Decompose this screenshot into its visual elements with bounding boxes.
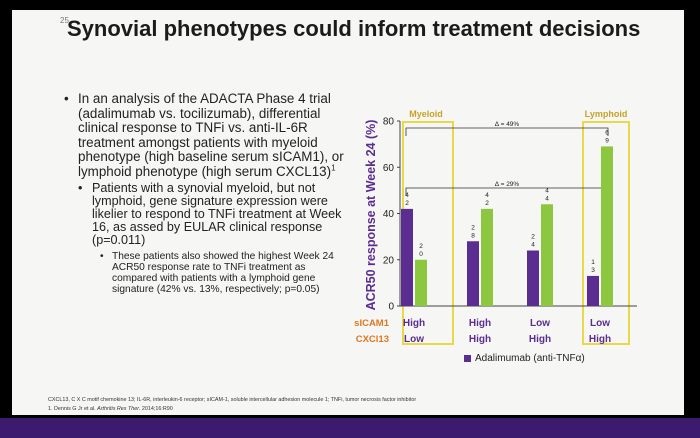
bar-data-label: 2: [405, 200, 409, 207]
group-row-label: sICAM1: [354, 318, 390, 329]
footnote-ref-journal: Arthritis Res Ther.: [97, 406, 141, 412]
y-tick-label: 80: [383, 117, 395, 128]
bullet-level1-text: In an analysis of the ADACTA Phase 4 tri…: [78, 91, 344, 179]
bar-data-label: 2: [531, 234, 535, 241]
slide: 25 Synovial phenotypes could inform trea…: [12, 10, 684, 415]
bar-adalimumab: [467, 241, 479, 306]
reference-marker: 1: [331, 163, 336, 173]
bar-data-label: 4: [545, 187, 549, 194]
bar-series-2: [601, 146, 613, 306]
group-value: High: [403, 318, 425, 329]
bar-adalimumab: [401, 208, 413, 306]
myeloid-label: Myeloid: [409, 109, 443, 119]
bar-data-label: 4: [405, 192, 409, 199]
y-axis-title: ACR50 response at Week 24 (%): [364, 120, 378, 311]
group-value: Low: [404, 334, 424, 345]
bar-adalimumab: [527, 250, 539, 306]
bar-data-label: 2: [485, 200, 489, 207]
footnotes: CXCL13, C X C motif chemokine 13; IL-6R,…: [48, 396, 668, 414]
bar-data-label: 8: [471, 232, 475, 239]
footnote-ref-details: 2014;16:R90: [141, 406, 173, 412]
group-value: High: [529, 334, 551, 345]
y-tick-label: 60: [383, 163, 395, 174]
bar-data-label: 2: [419, 243, 423, 250]
bar-data-label: 2: [471, 224, 475, 231]
group-row-label: CXCl13: [356, 334, 389, 345]
bullet-level3: These patients also showed the highest W…: [100, 251, 349, 295]
legend-label-adalimumab: Adalimumab (anti-TNFα): [475, 353, 585, 364]
footnote-ref-authors: 1. Dennis G Jr et al.: [48, 406, 96, 412]
bar-series-2: [481, 208, 493, 306]
comparison-bracket: [405, 187, 609, 196]
slide-title: Synovial phenotypes could inform treatme…: [67, 16, 641, 41]
bar-data-label: 4: [485, 192, 489, 199]
footnote-abbreviations: CXCL13, C X C motif chemokine 13; IL-6R,…: [48, 397, 417, 403]
bottom-bar: [0, 418, 700, 438]
bar-data-label: 4: [545, 195, 549, 202]
bar-data-label: 6: [605, 129, 609, 136]
bar-data-label: 3: [591, 267, 595, 274]
bar-data-label: 1: [591, 259, 595, 266]
comparison-bracket: [405, 127, 609, 136]
bar-adalimumab: [587, 275, 599, 306]
bar-series-2: [415, 259, 427, 306]
group-value: High: [469, 318, 491, 329]
slide-number: 25: [60, 16, 69, 25]
legend-swatch-adalimumab: [464, 355, 471, 362]
lymphoid-label: Lymphoid: [585, 109, 628, 119]
bullet-list: In an analysis of the ADACTA Phase 4 tri…: [64, 91, 349, 295]
comparison-label: Δ = 29%: [495, 181, 520, 188]
y-tick-label: 0: [388, 302, 394, 313]
y-tick-label: 20: [383, 255, 395, 266]
bullet-level2: Patients with a synovial myeloid, but no…: [78, 181, 349, 248]
bar-data-label: 4: [531, 242, 535, 249]
bar-data-label: 9: [605, 137, 609, 144]
group-value: High: [469, 334, 491, 345]
bullet-level1: In an analysis of the ADACTA Phase 4 tri…: [64, 91, 349, 180]
group-value: Low: [530, 318, 550, 329]
comparison-label: Δ = 49%: [495, 121, 520, 128]
bar-series-2: [541, 204, 553, 306]
bar-data-label: 0: [419, 251, 423, 258]
footnote-reference: 1. Dennis G Jr et al. Arthritis Res Ther…: [48, 405, 668, 414]
group-value: Low: [590, 318, 610, 329]
lymphoid-highlight-box: [582, 121, 630, 345]
group-value: High: [589, 334, 611, 345]
chart-legend: Adalimumab (anti-TNFα): [464, 353, 585, 364]
y-tick-label: 40: [383, 209, 395, 220]
